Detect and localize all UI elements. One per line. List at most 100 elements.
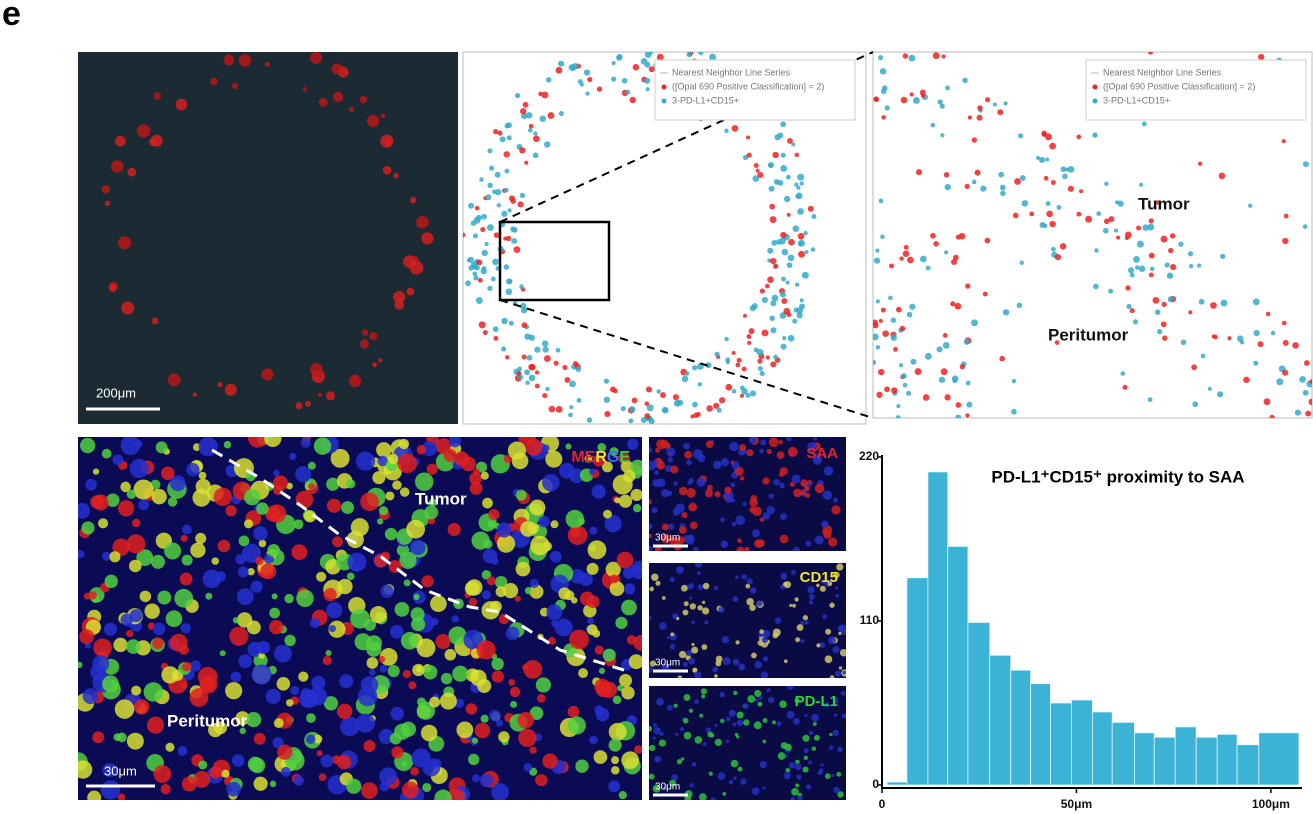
cell [768, 185, 775, 192]
cell [950, 258, 958, 266]
cell [507, 208, 512, 213]
cell [366, 657, 379, 669]
cell [649, 725, 653, 732]
cell [611, 60, 616, 66]
cell [771, 294, 779, 302]
cell [1021, 200, 1029, 207]
cell [501, 317, 508, 325]
texture [649, 563, 846, 678]
cell [1282, 369, 1289, 376]
cell [1292, 342, 1299, 349]
cell [223, 54, 235, 66]
cell [604, 514, 622, 533]
cell [751, 652, 757, 659]
cell [712, 666, 719, 673]
cell [528, 127, 533, 133]
cell [966, 401, 973, 408]
cell [569, 380, 576, 388]
cell [180, 623, 192, 634]
cell [796, 185, 801, 190]
cell [772, 720, 776, 725]
cell [497, 130, 503, 136]
cell [501, 210, 508, 217]
cell [819, 585, 826, 592]
cell [971, 319, 978, 327]
cell [452, 665, 469, 682]
cell [161, 666, 179, 684]
cell [192, 392, 197, 397]
cell [714, 351, 720, 357]
cell [379, 767, 398, 786]
cell [721, 635, 730, 644]
cell [744, 546, 750, 551]
cell [762, 477, 770, 485]
cell [669, 643, 676, 650]
cell [684, 450, 693, 459]
cell [394, 602, 410, 617]
cell [345, 479, 356, 489]
cell [361, 329, 369, 336]
cell [328, 620, 346, 638]
cell [652, 784, 661, 793]
cell [443, 448, 457, 462]
cell [750, 494, 757, 502]
cell [664, 533, 669, 538]
cell [88, 591, 97, 600]
cell [169, 475, 186, 492]
cell [798, 250, 805, 258]
cell [273, 718, 284, 729]
cell [785, 767, 791, 773]
cell [837, 746, 843, 753]
cell [544, 141, 551, 148]
cell [796, 312, 803, 319]
cell [828, 537, 838, 547]
cell [683, 693, 691, 701]
cell [307, 461, 316, 470]
cell [754, 660, 763, 669]
cell [454, 698, 465, 709]
cell [238, 535, 250, 547]
cell [482, 330, 488, 336]
cell [152, 637, 164, 650]
cell [117, 793, 126, 800]
cell [1049, 220, 1056, 228]
cell [640, 416, 648, 424]
cell [496, 522, 512, 538]
cell [316, 571, 327, 582]
cell [700, 688, 708, 695]
cell [878, 198, 884, 204]
cell [655, 580, 661, 586]
cell [780, 231, 787, 239]
cell [1227, 336, 1232, 341]
cell [106, 493, 120, 507]
cell [680, 757, 685, 761]
cell [702, 607, 710, 615]
cell [793, 307, 799, 313]
cell [713, 402, 720, 409]
cell [192, 488, 211, 507]
cell [759, 370, 765, 376]
cell [181, 682, 188, 689]
cell [198, 471, 207, 480]
cell [160, 783, 171, 795]
cell [781, 297, 788, 304]
cell [811, 214, 817, 220]
cell [807, 442, 817, 452]
cell [492, 326, 499, 333]
cell [389, 732, 402, 745]
cell [746, 449, 754, 457]
cell [238, 654, 253, 669]
x-tick-label: 100μm [1252, 797, 1290, 811]
cell [431, 618, 439, 626]
cell [558, 462, 575, 479]
cell [182, 524, 192, 535]
cell [616, 551, 634, 569]
cell [337, 578, 353, 595]
cell [942, 332, 948, 338]
cell [938, 376, 946, 383]
cell [745, 583, 751, 589]
cell [827, 581, 833, 587]
cell [514, 92, 521, 99]
cell [939, 103, 945, 109]
cell [662, 407, 669, 414]
